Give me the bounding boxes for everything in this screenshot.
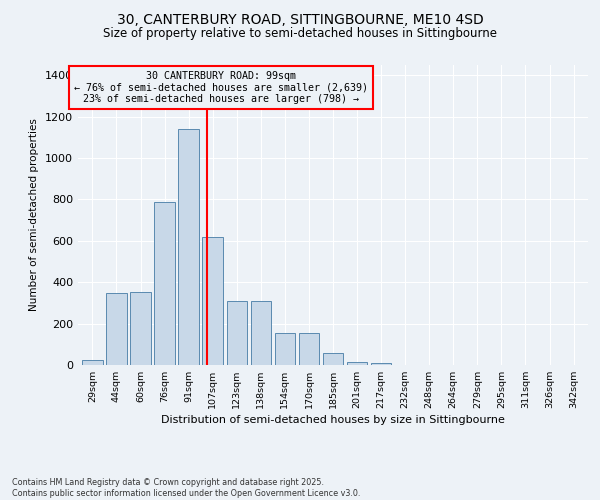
Bar [323, 352, 343, 365]
Text: 30, CANTERBURY ROAD, SITTINGBOURNE, ME10 4SD: 30, CANTERBURY ROAD, SITTINGBOURNE, ME10… [116, 12, 484, 26]
Text: Contains HM Land Registry data © Crown copyright and database right 2025.
Contai: Contains HM Land Registry data © Crown c… [12, 478, 361, 498]
Bar [227, 301, 247, 365]
Bar [299, 333, 319, 365]
Bar [130, 292, 151, 365]
Bar [347, 362, 367, 365]
Bar [106, 292, 127, 365]
Text: Size of property relative to semi-detached houses in Sittingbourne: Size of property relative to semi-detach… [103, 28, 497, 40]
Bar [275, 333, 295, 365]
Text: 30 CANTERBURY ROAD: 99sqm
← 76% of semi-detached houses are smaller (2,639)
23% : 30 CANTERBURY ROAD: 99sqm ← 76% of semi-… [74, 71, 368, 104]
Bar [251, 301, 271, 365]
Bar [202, 236, 223, 365]
Y-axis label: Number of semi-detached properties: Number of semi-detached properties [29, 118, 40, 312]
Bar [82, 360, 103, 365]
Bar [371, 363, 391, 365]
Bar [178, 129, 199, 365]
X-axis label: Distribution of semi-detached houses by size in Sittingbourne: Distribution of semi-detached houses by … [161, 415, 505, 425]
Bar [154, 202, 175, 365]
